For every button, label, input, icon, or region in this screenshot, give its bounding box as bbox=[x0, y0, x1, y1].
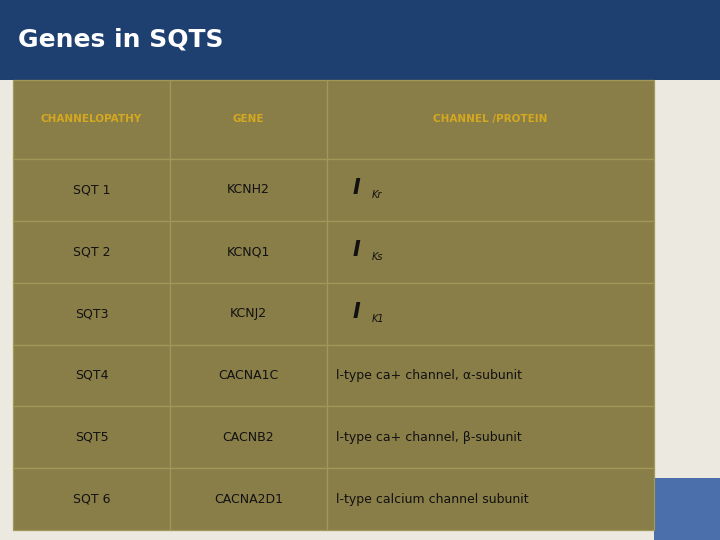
Text: CHANNEL /PROTEIN: CHANNEL /PROTEIN bbox=[433, 114, 547, 124]
Bar bbox=[13, 345, 170, 407]
Bar bbox=[327, 159, 654, 221]
Text: KCNJ2: KCNJ2 bbox=[230, 307, 267, 320]
Bar bbox=[13, 221, 170, 282]
Bar bbox=[13, 159, 170, 221]
Bar bbox=[654, 0, 720, 80]
Text: CHANNELOPATHY: CHANNELOPATHY bbox=[41, 114, 142, 124]
Bar bbox=[170, 345, 327, 407]
Bar bbox=[170, 159, 327, 221]
Bar bbox=[13, 80, 170, 159]
Bar bbox=[170, 407, 327, 468]
Text: SQT 1: SQT 1 bbox=[73, 183, 110, 196]
Text: I: I bbox=[352, 178, 360, 198]
Bar bbox=[170, 80, 327, 159]
Bar bbox=[0, 0, 654, 80]
Text: l-type ca+ channel, β-subunit: l-type ca+ channel, β-subunit bbox=[336, 431, 521, 444]
Text: KCNH2: KCNH2 bbox=[227, 183, 270, 196]
Bar bbox=[654, 478, 720, 540]
Bar bbox=[654, 0, 720, 540]
Text: CACNA2D1: CACNA2D1 bbox=[214, 493, 283, 506]
Text: I: I bbox=[352, 302, 360, 322]
Text: Genes in SQTS: Genes in SQTS bbox=[18, 28, 223, 52]
Bar bbox=[13, 282, 170, 345]
Text: Kr: Kr bbox=[372, 190, 382, 200]
Text: KCNQ1: KCNQ1 bbox=[227, 245, 270, 258]
Bar bbox=[327, 407, 654, 468]
Text: l-type calcium channel subunit: l-type calcium channel subunit bbox=[336, 493, 528, 506]
Text: SQT 6: SQT 6 bbox=[73, 493, 110, 506]
Bar bbox=[13, 407, 170, 468]
Bar bbox=[327, 80, 654, 159]
Bar bbox=[327, 468, 654, 530]
Text: SQT4: SQT4 bbox=[75, 369, 108, 382]
Text: K1: K1 bbox=[372, 314, 384, 324]
Text: CACNA1C: CACNA1C bbox=[218, 369, 279, 382]
Bar bbox=[170, 468, 327, 530]
Bar bbox=[170, 221, 327, 282]
Bar bbox=[13, 468, 170, 530]
Text: CACNB2: CACNB2 bbox=[222, 431, 274, 444]
Bar bbox=[327, 221, 654, 282]
Bar bbox=[327, 282, 654, 345]
Text: SQT 2: SQT 2 bbox=[73, 245, 110, 258]
Bar bbox=[170, 282, 327, 345]
Text: GENE: GENE bbox=[233, 114, 264, 124]
Text: I: I bbox=[352, 240, 360, 260]
Text: l-type ca+ channel, α-subunit: l-type ca+ channel, α-subunit bbox=[336, 369, 521, 382]
Text: SQT3: SQT3 bbox=[75, 307, 108, 320]
Bar bbox=[327, 345, 654, 407]
Text: SQT5: SQT5 bbox=[75, 431, 108, 444]
Text: Ks: Ks bbox=[372, 252, 383, 262]
